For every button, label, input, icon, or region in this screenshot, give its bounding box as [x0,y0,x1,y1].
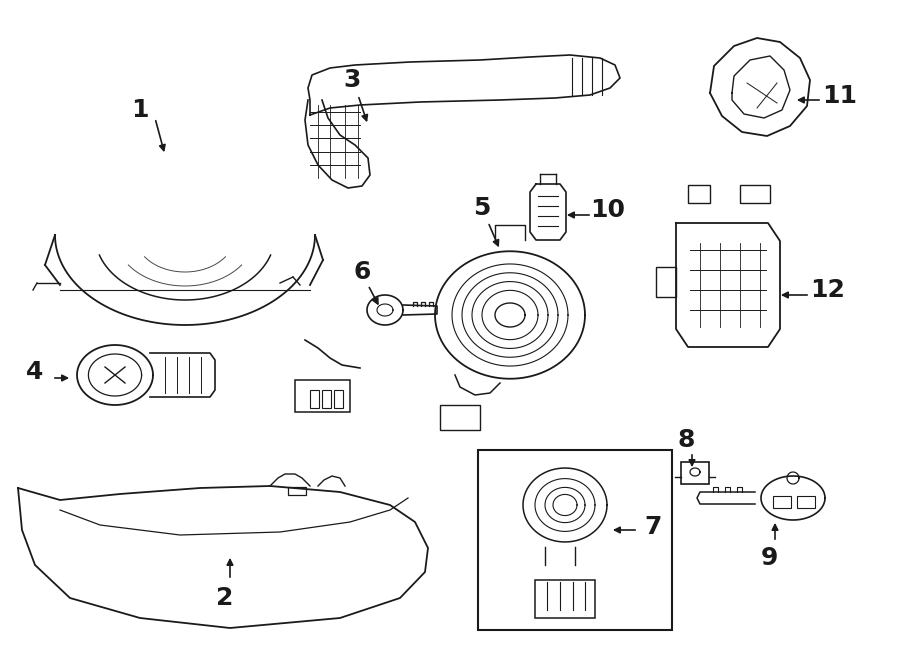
Text: 2: 2 [216,586,234,610]
Text: 9: 9 [760,546,778,570]
Bar [322,390,331,408]
Text: 11: 11 [823,84,858,108]
Text: 7: 7 [644,515,662,539]
Text: 1: 1 [131,98,149,122]
Bar [740,185,770,203]
Bar [773,496,791,508]
Bar [656,267,676,297]
Text: 5: 5 [473,196,491,220]
Text: 8: 8 [678,428,695,452]
Text: 6: 6 [354,260,371,284]
Bar [478,450,672,630]
Bar [310,390,319,408]
Bar [295,380,350,412]
Text: 3: 3 [343,68,361,92]
Bar [688,185,710,203]
Bar [681,462,709,484]
Text: 4: 4 [26,360,44,384]
Bar [797,496,815,508]
Bar [288,487,306,495]
Text: 10: 10 [590,198,625,222]
Bar [535,580,595,618]
Bar [334,390,343,408]
Bar [440,405,480,430]
Text: 12: 12 [811,278,845,302]
